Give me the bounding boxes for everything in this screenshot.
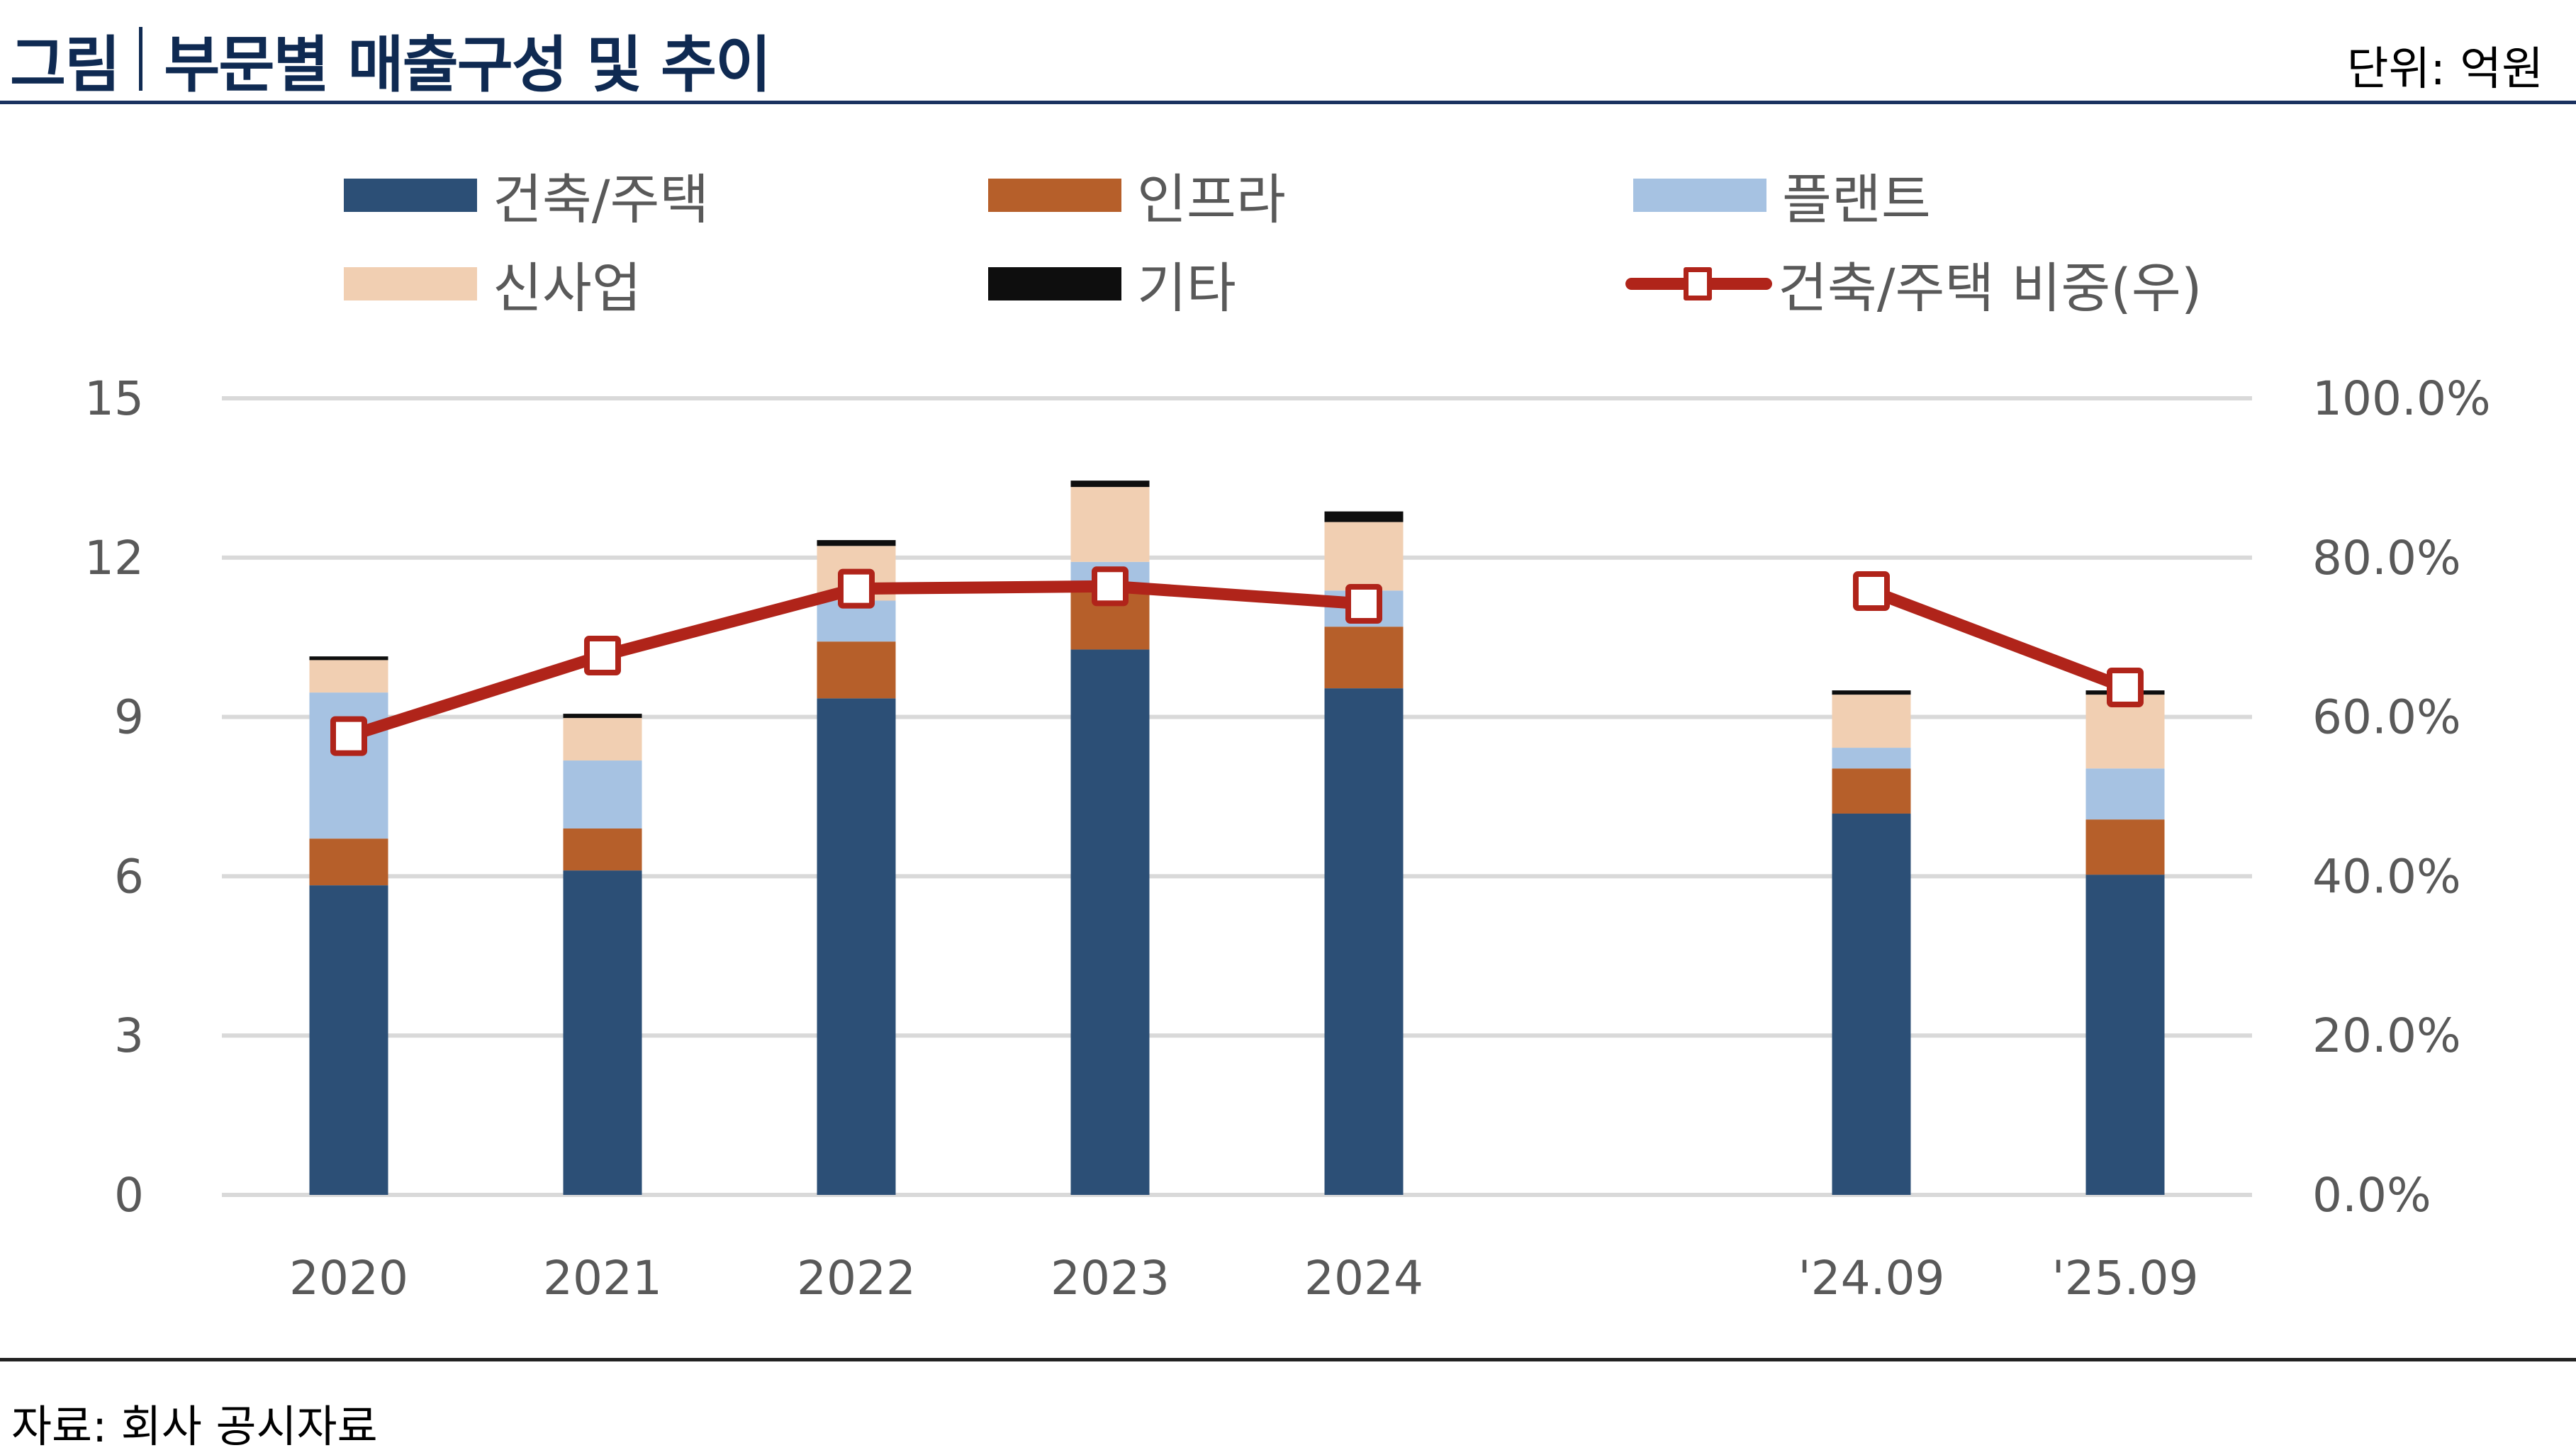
bar-segment xyxy=(1832,690,1911,695)
line-marker xyxy=(1345,583,1382,624)
x-tick-label: '24.09 xyxy=(1798,1251,1944,1305)
legend-label-plant: 플랜트 xyxy=(1782,168,1931,231)
source-note: 자료: 회사 공시자료 xyxy=(11,1400,378,1452)
gridline xyxy=(222,1033,2252,1038)
bar-segment xyxy=(309,885,388,1195)
title-prefix: 그림 xyxy=(10,29,121,101)
bar-segment xyxy=(2085,819,2165,875)
y-tick-label: 15 xyxy=(84,371,144,426)
footer-divider xyxy=(0,1358,2576,1361)
legend-item-other: 기타 xyxy=(988,255,1236,320)
line-series xyxy=(1865,585,2132,694)
gridline xyxy=(222,714,2252,719)
bar-segment xyxy=(563,718,642,761)
x-tick-label: '25.09 xyxy=(2051,1251,2198,1305)
bar-segment xyxy=(309,838,388,886)
legend-swatch-other xyxy=(988,266,1121,300)
bar-segment xyxy=(309,692,388,839)
gridline xyxy=(222,1193,2252,1197)
legend-label-housing-share: 건축/주택 비중(우) xyxy=(1778,257,2202,320)
line-marker xyxy=(2107,668,2144,708)
y-tick-label: 3 xyxy=(114,1009,144,1063)
bar-segment xyxy=(1832,813,1911,1195)
legend-label-new-business: 신사업 xyxy=(493,257,642,320)
y-tick-label: 9 xyxy=(114,690,144,745)
line-marker xyxy=(1853,571,1890,612)
legend-item-new-business: 신사업 xyxy=(344,255,642,320)
bar-segment xyxy=(1070,649,1150,1195)
y2-tick-label: 0.0% xyxy=(2312,1168,2431,1223)
bar-segment xyxy=(563,828,642,871)
bar-segment xyxy=(1832,748,1911,769)
bar-segment xyxy=(1070,481,1150,488)
legend-swatch-new-business xyxy=(344,266,477,300)
x-tick-label: 2021 xyxy=(543,1251,662,1305)
y2-tick-label: 40.0% xyxy=(2312,849,2461,904)
legend-swatch-plant xyxy=(1633,178,1766,212)
x-tick-label: 2020 xyxy=(289,1251,408,1305)
legend-label-housing: 건축/주택 xyxy=(493,168,710,231)
bar-segment xyxy=(1324,688,1404,1195)
line-marker xyxy=(330,716,367,756)
y2-tick-label: 80.0% xyxy=(2312,531,2461,585)
bar-segment xyxy=(309,656,388,661)
legend-item-infra: 인프라 xyxy=(988,167,1286,231)
gridline xyxy=(222,396,2252,400)
bar-segment xyxy=(1070,487,1150,562)
gridline xyxy=(222,555,2252,560)
bar-segment xyxy=(563,760,642,828)
bar-segment xyxy=(817,641,896,699)
legend-swatch-infra xyxy=(988,178,1121,212)
bar-segment xyxy=(2085,875,2165,1195)
bar-segment xyxy=(309,660,388,693)
x-tick-label: 2024 xyxy=(1304,1251,1423,1305)
line-marker xyxy=(838,568,875,609)
gridline xyxy=(222,874,2252,879)
figure-title: 그림 부문별 매출구성 및 추이 xyxy=(10,20,771,101)
y2-tick-label: 100.0% xyxy=(2312,371,2491,426)
y-tick-label: 12 xyxy=(84,531,144,585)
bar-segment xyxy=(1324,627,1404,689)
y-tick-label: 0 xyxy=(114,1168,144,1223)
legend-line-marker-icon xyxy=(1625,266,1772,300)
legend-item-plant: 플랜트 xyxy=(1633,167,1931,231)
legend-item-housing: 건축/주택 xyxy=(344,167,709,231)
bar-segment xyxy=(1832,695,1911,748)
bar-segment xyxy=(817,698,896,1195)
title-separator xyxy=(139,27,143,91)
bar-segment xyxy=(2085,768,2165,820)
x-tick-label: 2023 xyxy=(1051,1251,1170,1305)
legend-label-other: 기타 xyxy=(1137,257,1236,320)
unit-label: 단위: 억원 xyxy=(2346,43,2543,96)
bar-segment xyxy=(1324,511,1404,522)
y2-tick-label: 20.0% xyxy=(2312,1009,2461,1063)
line-marker xyxy=(584,636,621,676)
bar-segment xyxy=(1324,522,1404,591)
bar-segment xyxy=(563,870,642,1195)
x-tick-label: 2022 xyxy=(797,1251,916,1305)
bar-segment xyxy=(817,540,896,546)
legend-label-infra: 인프라 xyxy=(1137,168,1286,231)
header-divider xyxy=(0,101,2576,104)
chart-title: 부문별 매출구성 및 추이 xyxy=(164,29,771,101)
y2-tick-label: 60.0% xyxy=(2312,690,2461,745)
line-marker xyxy=(1092,566,1129,607)
legend-swatch-housing xyxy=(344,178,477,212)
legend-item-housing-share: 건축/주택 비중(우) xyxy=(1625,255,2202,320)
bar-segment xyxy=(1832,768,1911,814)
y-tick-label: 6 xyxy=(114,849,144,904)
bar-segment xyxy=(563,714,642,719)
